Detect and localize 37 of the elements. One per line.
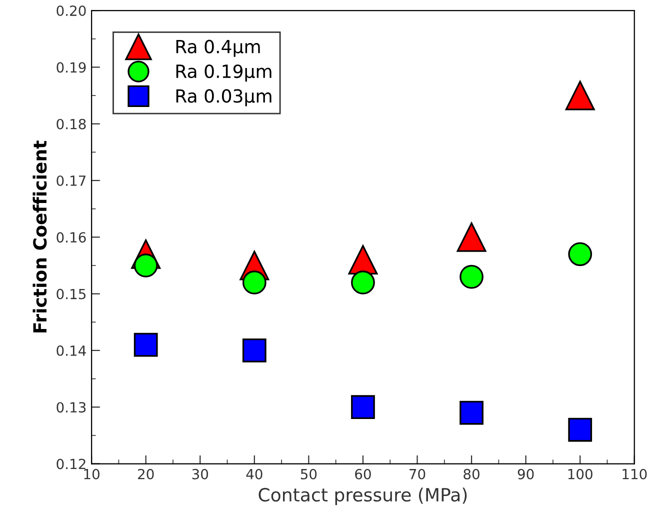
point [351, 395, 375, 420]
point [242, 338, 266, 362]
point [460, 264, 484, 289]
point [568, 418, 592, 442]
point [568, 242, 592, 266]
y-tick-label: 0.16 [56, 232, 86, 243]
x-tick-label: 50 [300, 468, 317, 480]
x-tick-label: 40 [246, 468, 262, 480]
x-tick-label: 60 [355, 468, 371, 480]
y-tick-label: 0.15 [56, 288, 86, 300]
y-tick-label: 0.14 [56, 345, 86, 356]
x-tick-label: 30 [192, 468, 208, 480]
x-axis-title: Contact pressure (MPa) [258, 488, 467, 506]
y-tick-label: 0.12 [56, 458, 86, 470]
x-tick-label: 100 [568, 468, 592, 480]
y-tick-label: 0.18 [56, 118, 86, 130]
legend-label: Ra 0.19μm [176, 64, 272, 82]
x-tick-label: 80 [464, 468, 480, 480]
point [565, 80, 595, 110]
legend-label: Ra 0.03μm [176, 89, 272, 106]
x-tick-label: 20 [138, 468, 154, 480]
legend-label: Ra 0.4μm [176, 40, 260, 57]
y-tick-label: 0.17 [56, 175, 86, 186]
point [348, 245, 378, 275]
y-tick-label: 0.20 [56, 6, 86, 16]
x-tick-label: 90 [518, 468, 534, 480]
y-axis-title: Friction Coefficient [32, 140, 47, 332]
x-tick-label: 110 [622, 468, 647, 480]
point [134, 332, 158, 357]
point [456, 222, 486, 252]
y-tick-label: 0.13 [56, 402, 86, 413]
x-tick-label: 70 [410, 468, 426, 480]
x-tick-label: 10 [84, 468, 100, 480]
point [351, 270, 375, 294]
point [242, 270, 266, 294]
point [460, 400, 484, 425]
y-tick-label: 0.19 [56, 62, 86, 73]
